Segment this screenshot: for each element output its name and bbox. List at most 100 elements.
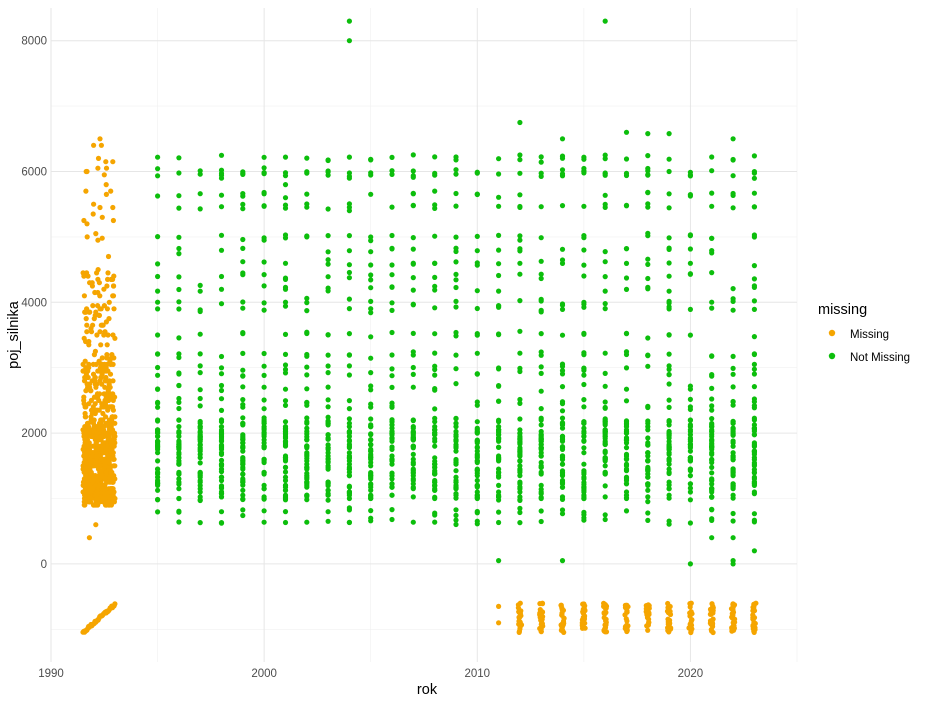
point-not-missing [730,156,736,163]
point-not-missing [602,399,608,405]
point-not-missing [751,334,758,340]
point-not-missing [304,155,310,161]
point-not-missing [730,438,736,444]
point-not-missing [218,204,225,210]
point-not-missing [517,298,523,304]
point-not-missing [559,415,566,421]
point-not-missing [282,260,289,266]
point-missing [750,615,756,621]
point-not-missing [559,361,566,367]
point-not-missing [240,415,246,421]
point-not-missing [538,406,544,412]
point-not-missing [325,459,331,465]
point-not-missing [282,469,289,475]
point-not-missing [474,444,480,450]
point-missing [538,609,544,615]
point-missing [100,365,106,371]
point-not-missing [602,18,608,24]
point-missing [644,610,650,616]
point-not-missing [389,272,395,278]
point-not-missing [496,232,502,238]
point-missing [87,280,93,286]
point-not-missing [751,361,758,367]
point-missing [80,466,86,472]
point-not-missing [645,165,651,172]
point-not-missing [155,438,161,444]
point-not-missing [261,519,267,525]
point-not-missing [538,309,544,315]
point-not-missing [730,561,736,567]
point-not-missing [581,511,587,518]
point-missing [689,617,695,623]
point-not-missing [155,470,161,476]
point-not-missing [687,396,694,402]
point-not-missing [730,535,736,541]
point-not-missing [538,275,544,282]
point-not-missing [709,168,715,174]
point-not-missing [282,170,289,176]
point-not-missing [687,193,694,199]
point-not-missing [687,448,694,454]
point-not-missing [261,170,267,176]
point-not-missing [645,481,651,487]
point-not-missing [346,262,352,268]
point-missing [98,482,104,488]
point-missing [90,371,97,377]
point-missing [110,293,116,299]
point-not-missing [432,350,438,356]
point-not-missing [197,363,203,369]
point-not-missing [623,418,630,424]
point-not-missing [709,154,715,160]
point-not-missing [645,261,651,267]
point-not-missing [581,469,587,475]
point-not-missing [176,433,182,439]
point-not-missing [751,399,758,405]
y-axis-title: poj_silnika [6,300,22,369]
point-not-missing [368,156,374,162]
point-not-missing [410,174,416,180]
point-not-missing [197,191,203,197]
point-missing [517,619,523,625]
point-not-missing [559,444,566,450]
point-not-missing [176,446,182,452]
point-not-missing [176,399,182,405]
point-not-missing [261,437,267,443]
point-not-missing [410,275,416,281]
point-not-missing [666,156,672,162]
point-not-missing [666,446,672,452]
point-not-missing [517,505,523,511]
point-not-missing [282,195,289,201]
point-not-missing [304,329,310,335]
point-not-missing [197,424,203,430]
point-missing [537,625,543,632]
point-not-missing [517,497,523,503]
point-not-missing [559,246,566,252]
point-not-missing [709,494,715,500]
point-missing [579,620,585,626]
point-not-missing [623,286,630,292]
point-not-missing [687,406,694,412]
point-not-missing [155,166,161,172]
point-not-missing [538,159,544,165]
point-not-missing [623,445,630,451]
point-not-missing [538,204,544,210]
point-not-missing [538,258,544,264]
point-not-missing [623,508,630,514]
point-not-missing [496,288,502,294]
point-missing [89,433,95,439]
point-missing [517,600,523,606]
point-not-missing [474,332,480,338]
point-not-missing [581,419,587,425]
point-not-missing [453,277,459,283]
point-not-missing [346,398,352,404]
point-not-missing [325,518,331,524]
point-not-missing [282,398,289,404]
point-not-missing [325,274,331,280]
point-not-missing [709,437,715,443]
y-tick-labels: 0 2000 4000 6000 8000 [21,36,47,571]
point-not-missing [389,154,395,160]
point-not-missing [410,451,416,457]
point-not-missing [410,168,416,174]
point-not-missing [218,172,225,178]
point-missing [603,605,609,611]
